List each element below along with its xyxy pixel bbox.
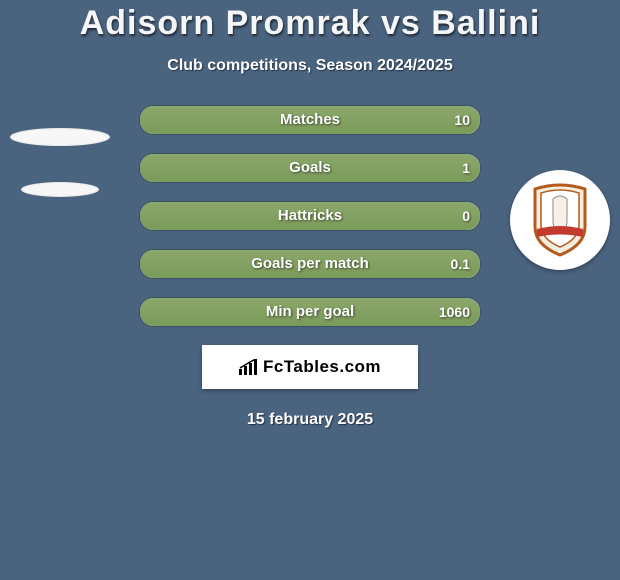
shadow-icon	[10, 128, 110, 146]
bar-label: Matches	[140, 106, 480, 134]
bar-row: Hattricks 0	[139, 201, 481, 231]
bar-row: Goals per match 0.1	[139, 249, 481, 279]
bar-label: Hattricks	[140, 202, 480, 230]
bar-value-right: 1060	[439, 298, 470, 326]
left-player-badge	[10, 100, 110, 200]
watermark-text: FcTables.com	[263, 357, 381, 376]
bar-row: Matches 10	[139, 105, 481, 135]
watermark-badge: FcTables.com	[202, 345, 418, 389]
bar-value-right: 0.1	[451, 250, 470, 278]
shadow-icon	[21, 182, 99, 197]
bar-row: Goals 1	[139, 153, 481, 183]
bar-value-right: 10	[454, 106, 470, 134]
subtitle: Club competitions, Season 2024/2025	[0, 57, 620, 75]
bar-row: Min per goal 1060	[139, 297, 481, 327]
chart-icon	[239, 359, 259, 375]
bar-label: Goals per match	[140, 250, 480, 278]
club-crest-icon	[531, 183, 589, 257]
bar-value-right: 1	[462, 154, 470, 182]
bar-label: Min per goal	[140, 298, 480, 326]
comparison-bars: Matches 10 Goals 1 Hattricks 0 Goals per…	[139, 105, 481, 327]
bar-label: Goals	[140, 154, 480, 182]
date-label: 15 february 2025	[0, 411, 620, 429]
page-title: Adisorn Promrak vs Ballini	[0, 4, 620, 43]
bar-value-right: 0	[462, 202, 470, 230]
right-player-badge	[510, 170, 610, 270]
